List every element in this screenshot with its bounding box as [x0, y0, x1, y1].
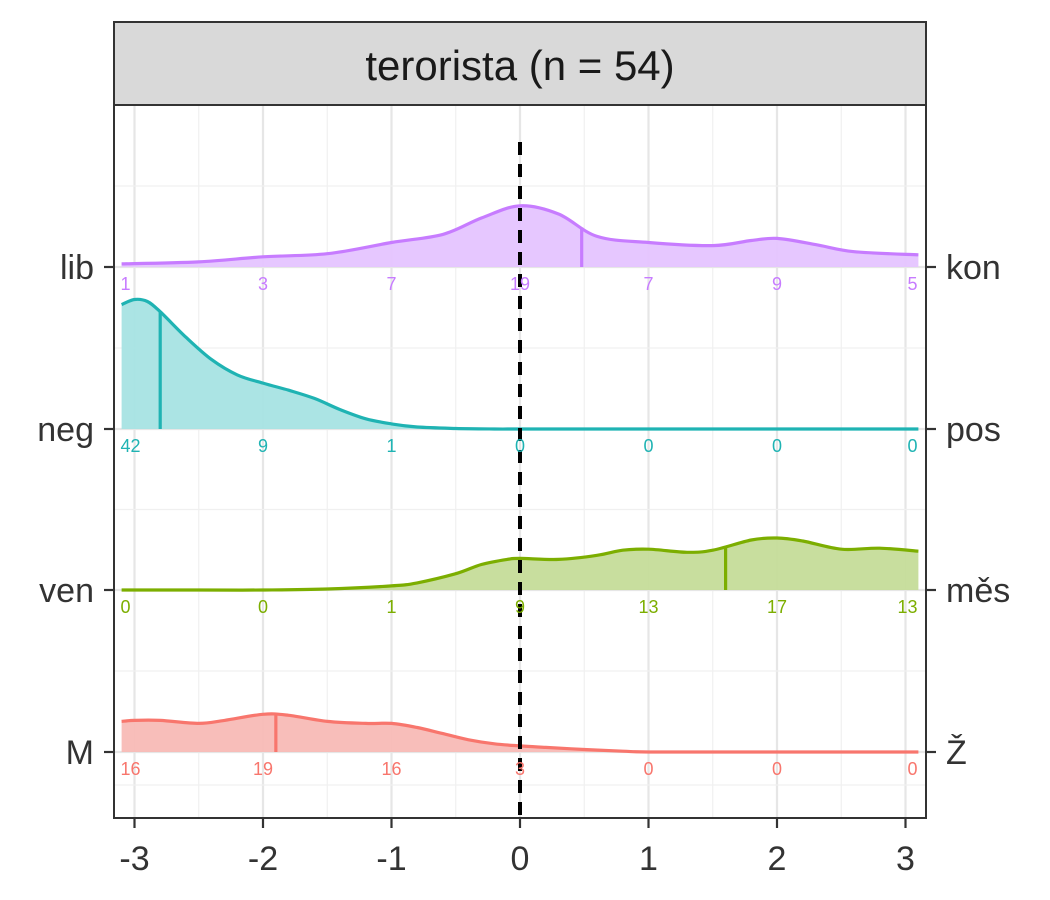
count-label: 19 [510, 274, 530, 294]
count-label: 0 [772, 759, 782, 779]
count-label: 7 [386, 274, 396, 294]
density-area [121, 299, 919, 430]
count-label: 17 [767, 597, 787, 617]
x-tick-label: -1 [376, 840, 406, 878]
count-label: 0 [772, 436, 782, 456]
count-label: 0 [121, 597, 131, 617]
count-label: 0 [515, 436, 525, 456]
count-label: 0 [643, 759, 653, 779]
count-label: 19 [253, 759, 273, 779]
count-label: 42 [121, 436, 141, 456]
strip-background [113, 21, 927, 106]
y-label-right: pos [946, 411, 1001, 449]
x-tick-label: 3 [896, 840, 915, 878]
density-line [121, 712, 919, 754]
count-label: 0 [643, 436, 653, 456]
count-label: 16 [121, 759, 141, 779]
x-tick-label: 1 [639, 840, 658, 878]
density-line [121, 536, 919, 592]
mean-markers [158, 227, 728, 752]
count-label: 5 [907, 274, 917, 294]
count-label: 9 [258, 436, 268, 456]
y-label-left: lib [60, 249, 94, 287]
x-tick-label: -3 [119, 840, 149, 878]
count-label: 3 [258, 274, 268, 294]
density-area [121, 713, 919, 753]
count-label: 0 [258, 597, 268, 617]
density-line [121, 204, 919, 266]
panel-title: terorista (n = 54) [365, 42, 674, 89]
density-line [120, 297, 919, 431]
count-label: 0 [907, 759, 917, 779]
y-label-right: Ž [946, 734, 967, 772]
count-label: 0 [907, 436, 917, 456]
y-label-left: M [66, 734, 94, 772]
count-label: 9 [515, 597, 525, 617]
x-tick-label: 0 [511, 840, 530, 878]
count-label: 13 [897, 597, 917, 617]
count-label: 1 [386, 597, 396, 617]
x-tick-label: 2 [768, 840, 787, 878]
x-tick-label: -2 [248, 840, 278, 878]
count-label: 13 [638, 597, 658, 617]
count-label: 7 [643, 274, 653, 294]
count-label: 1 [386, 436, 396, 456]
y-label-right: kon [946, 249, 1001, 287]
count-label: 16 [381, 759, 401, 779]
y-label-right: měs [946, 572, 1010, 610]
y-label-left: neg [37, 411, 94, 449]
count-label: 1 [121, 274, 131, 294]
count-label: 3 [515, 759, 525, 779]
y-label-left: ven [39, 572, 94, 610]
count-label: 9 [772, 274, 782, 294]
